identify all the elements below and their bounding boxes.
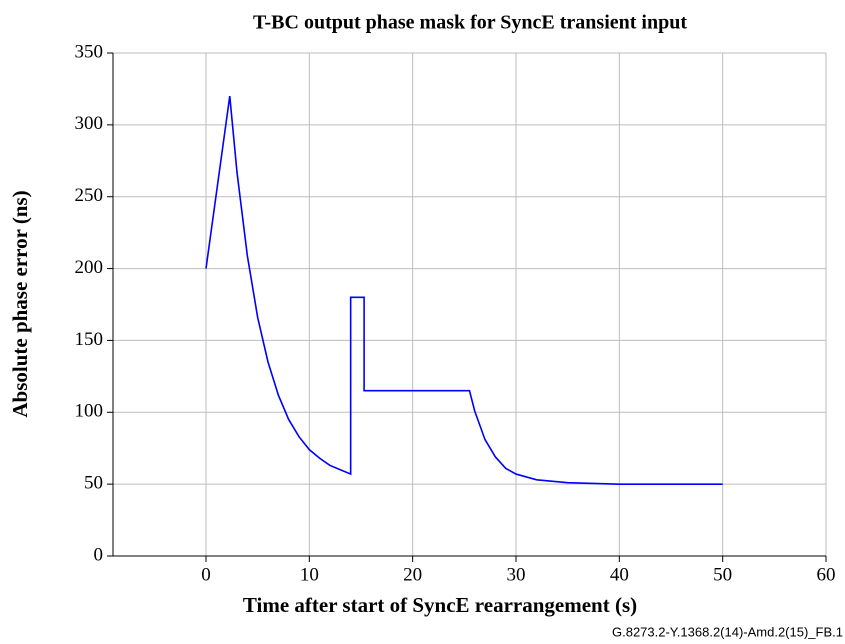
- y-tick-label: 150: [75, 329, 104, 350]
- x-tick-label: 0: [201, 564, 211, 585]
- x-tick-label: 20: [403, 564, 422, 585]
- x-tick-label: 30: [507, 564, 526, 585]
- y-tick-label: 200: [75, 257, 104, 278]
- chart-title: T-BC output phase mask for SyncE transie…: [253, 12, 687, 34]
- x-tick-label: 40: [610, 564, 629, 585]
- y-tick-label: 350: [75, 41, 104, 62]
- x-axis-label: Time after start of SyncE rearrangement …: [243, 593, 637, 617]
- y-tick-label: 50: [84, 473, 103, 494]
- x-tick-label: 60: [817, 564, 836, 585]
- footnote: G.8273.2-Y.1368.2(14)-Amd.2(15)_FB.1: [612, 624, 843, 639]
- x-tick-label: 50: [713, 564, 732, 585]
- line-series: [205, 96, 723, 485]
- y-tick-label: 250: [75, 185, 104, 206]
- y-tick-label: 100: [75, 401, 104, 422]
- y-tick-label: 300: [75, 113, 104, 134]
- x-tick-label: 10: [300, 564, 319, 585]
- y-tick-label: 0: [94, 544, 104, 565]
- y-axis-label: Absolute phase error (ns): [8, 190, 32, 417]
